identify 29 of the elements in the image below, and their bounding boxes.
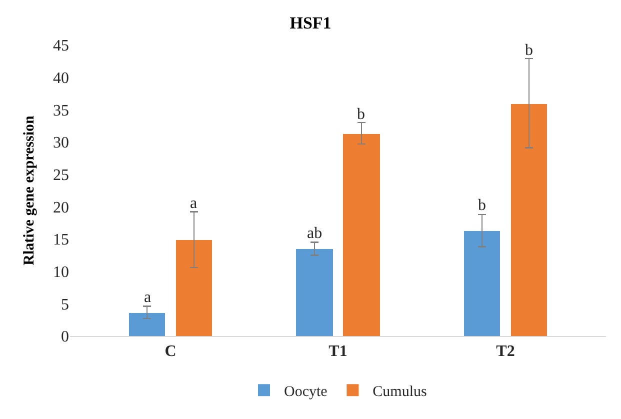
x-tick-label: C xyxy=(164,343,176,360)
data-label: b xyxy=(357,106,365,123)
y-tick-label: 40 xyxy=(53,70,69,87)
y-tick-label: 45 xyxy=(53,38,69,55)
y-tick-label: 15 xyxy=(53,232,69,249)
y-tick-label: 0 xyxy=(61,328,69,346)
legend-label: Oocyte xyxy=(284,384,328,400)
data-label: ab xyxy=(307,225,322,242)
data-label: a xyxy=(144,289,152,306)
bar xyxy=(129,313,165,336)
y-tick-label: 20 xyxy=(53,199,69,216)
y-tick-label: 30 xyxy=(53,134,69,152)
y-axis-title: Rlative gene expression xyxy=(21,114,38,266)
y-tick-label: 25 xyxy=(53,166,69,184)
bar xyxy=(296,249,333,336)
bar xyxy=(511,104,547,336)
y-tick-label: 10 xyxy=(53,264,69,281)
x-tick-label: T2 xyxy=(496,343,515,360)
x-tick-label: T1 xyxy=(328,343,348,360)
data-label: b xyxy=(525,42,533,59)
data-label: b xyxy=(478,197,486,214)
bar xyxy=(343,134,380,336)
legend-label: Cumulus xyxy=(372,384,427,400)
y-tick-label: 5 xyxy=(61,296,69,314)
bar xyxy=(176,240,212,336)
chart-title: HSF1 xyxy=(290,14,332,33)
data-label: a xyxy=(190,195,198,212)
y-tick-label: 35 xyxy=(53,102,69,120)
bar xyxy=(464,231,500,336)
